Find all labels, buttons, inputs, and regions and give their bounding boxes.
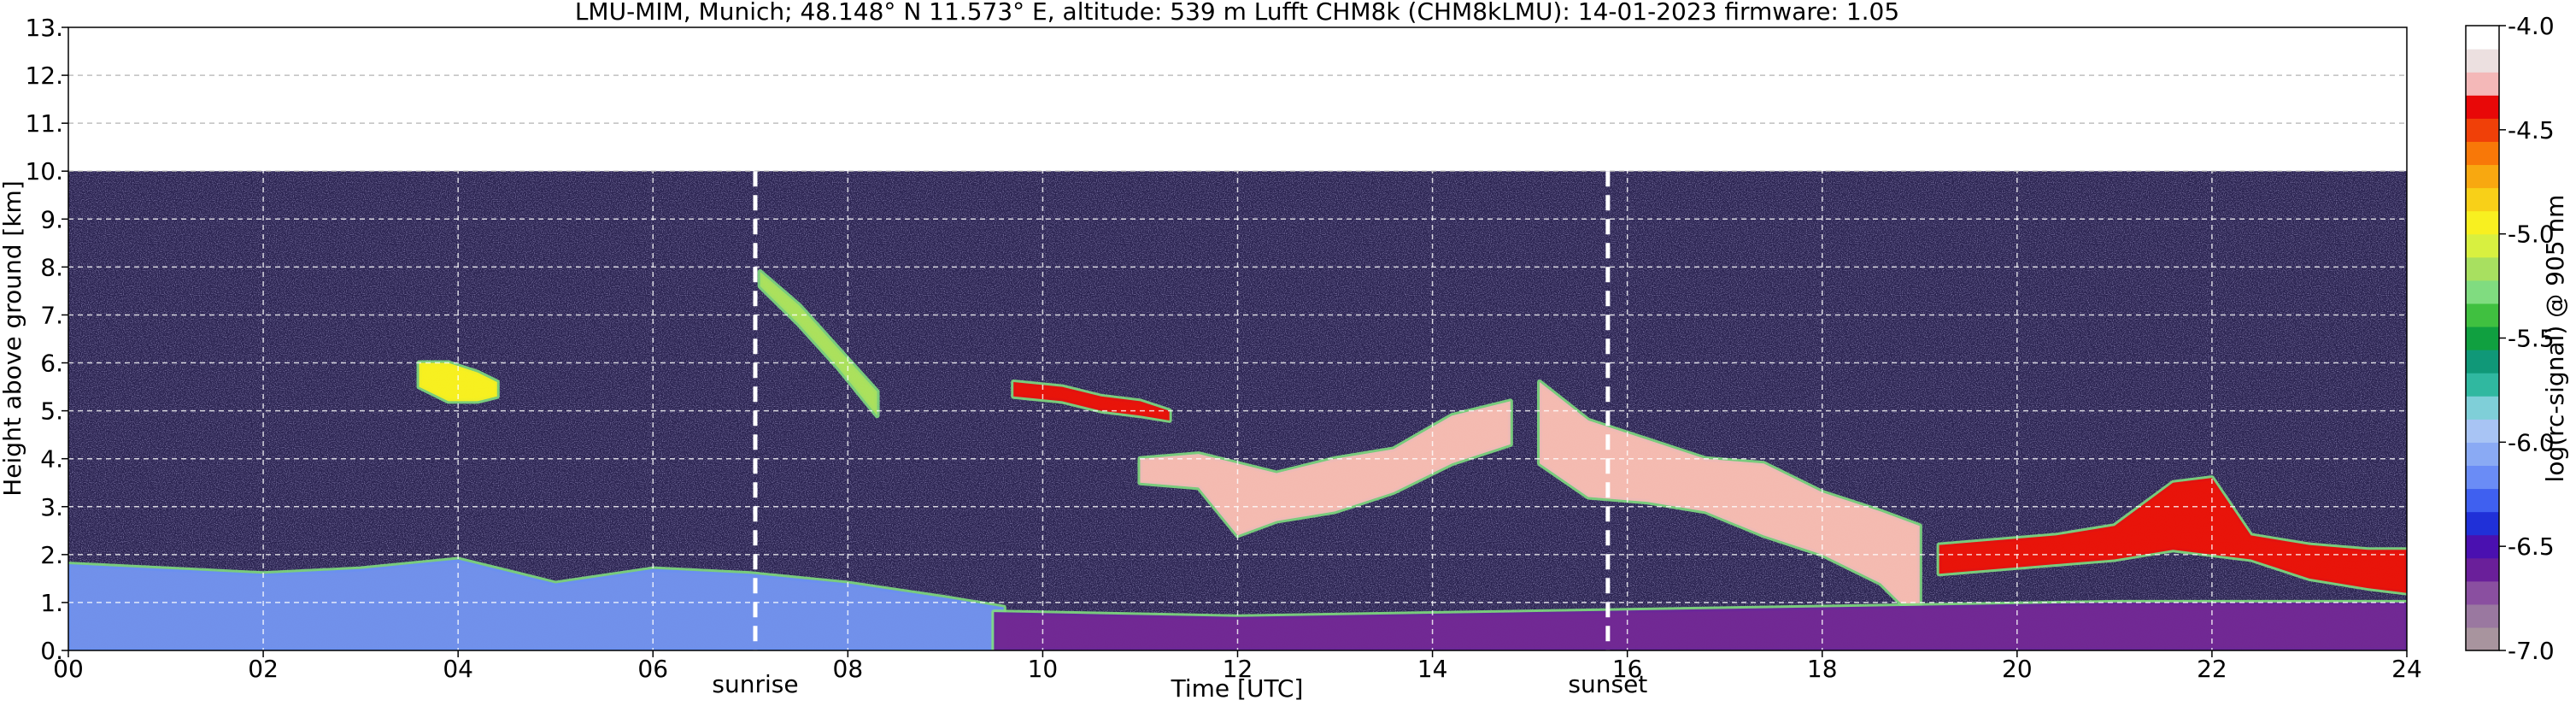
feature-core: [419, 362, 497, 402]
x-tick-label: 10: [1028, 655, 1059, 683]
colorbar-band: [2466, 303, 2499, 327]
annotation-label-sunset: sunset: [1568, 670, 1647, 698]
x-axis-label: Time [UTC]: [1171, 674, 1304, 703]
x-tick-label: 12: [1223, 655, 1253, 683]
colorbar-tick-label: -5.5: [2508, 325, 2555, 353]
colorbar-band: [2466, 627, 2499, 651]
x-tick-label: 18: [1807, 655, 1838, 683]
chart-title: LMU-MIM, Munich; 48.148° N 11.573° E, al…: [575, 0, 1899, 26]
colorbar-band: [2466, 141, 2499, 166]
feature-cloud-19-24: [1936, 475, 2407, 596]
colorbar-band: [2466, 465, 2499, 490]
x-tick-label: 02: [248, 655, 279, 683]
y-tick-label: 13.: [25, 14, 63, 42]
feature-core: [68, 559, 1004, 650]
colorbar: -4.0 -4.5 -5.0 -5.5 -6.0 -6.5 -7.0 log(rc-sign…: [2465, 12, 2569, 665]
colorbar-band: [2466, 164, 2499, 189]
feature-core: [994, 602, 2407, 650]
colorbar-band: [2466, 95, 2499, 119]
x-tick-label: 08: [833, 655, 864, 683]
colorbar-tick-label: -5.0: [2508, 221, 2555, 249]
colorbar-tick-label: -4.0: [2508, 12, 2555, 40]
colorbar-band: [2466, 210, 2499, 235]
x-tick-label: 24: [2391, 655, 2422, 683]
x-tick-label: 06: [637, 655, 668, 683]
y-tick-label: 9.: [40, 205, 63, 233]
y-tick-label: 4.: [40, 445, 63, 474]
feature-core: [1939, 478, 2407, 593]
colorbar-band: [2466, 118, 2499, 142]
colorbar-band: [2466, 187, 2499, 212]
y-tick-label: 7.: [40, 301, 63, 329]
colorbar-band: [2466, 557, 2499, 582]
y-tick-label: 5.: [40, 397, 63, 426]
y-tick-label: 0.: [40, 637, 63, 665]
colorbar-band: [2466, 442, 2499, 467]
colorbar-band: [2466, 256, 2499, 281]
colorbar-band: [2466, 603, 2499, 628]
colorbar-band: [2466, 373, 2499, 397]
feature-cirrus-7-9: [757, 268, 880, 419]
feature-core: [1140, 401, 1511, 536]
feature-boundary-layer: [991, 599, 2407, 650]
x-tick-label: 22: [2197, 655, 2227, 683]
plot-area: [67, 26, 2408, 651]
colorbar-band: [2466, 350, 2499, 374]
colorbar-band: [2466, 279, 2499, 304]
colorbar-band: [2466, 511, 2499, 536]
feature-core: [1540, 381, 1920, 622]
x-tick-label: 16: [1612, 655, 1643, 683]
x-tick-label: 00: [53, 655, 84, 683]
colorbar-tick-label: -4.5: [2508, 116, 2555, 144]
colorbar-band: [2466, 233, 2499, 258]
y-tick-label: 10.: [25, 157, 63, 185]
y-tick-label: 8.: [40, 253, 63, 281]
y-tick-label: 11.: [25, 109, 63, 138]
colorbar-band: [2466, 26, 2499, 50]
colorbar-tick-label: -6.5: [2508, 532, 2555, 561]
colorbar-band: [2466, 580, 2499, 605]
feature-aerosol-layer: [68, 556, 1006, 650]
annotation-label-sunrise: sunrise: [712, 670, 798, 698]
feature-core: [760, 271, 877, 416]
colorbar-band: [2466, 49, 2499, 73]
feature-cloud-11-14: [1137, 398, 1513, 538]
colorbar-tick-label: -7.0: [2508, 637, 2555, 665]
y-tick-label: 12.: [25, 62, 63, 90]
colorbar-label: log(rc-signal) @ 905 nm: [2541, 195, 2569, 483]
colorbar-band: [2466, 72, 2499, 96]
y-tick-label: 3.: [40, 493, 63, 521]
x-tick-label: 20: [2002, 655, 2033, 683]
colorbar-band: [2466, 326, 2499, 350]
y-axis-label: Height above ground [km]: [0, 180, 26, 497]
colorbar-band: [2466, 534, 2499, 559]
colorbar-band: [2466, 419, 2499, 443]
x-tick-label: 14: [1417, 655, 1448, 683]
colorbar-band: [2466, 488, 2499, 513]
colorbar-band: [2466, 396, 2499, 420]
y-tick-label: 1.: [40, 589, 63, 617]
y-tick-label: 2.: [40, 541, 63, 569]
y-tick-label: 6.: [40, 350, 63, 378]
colorbar-tick-label: -6.0: [2508, 428, 2555, 456]
x-tick-label: 04: [443, 655, 473, 683]
